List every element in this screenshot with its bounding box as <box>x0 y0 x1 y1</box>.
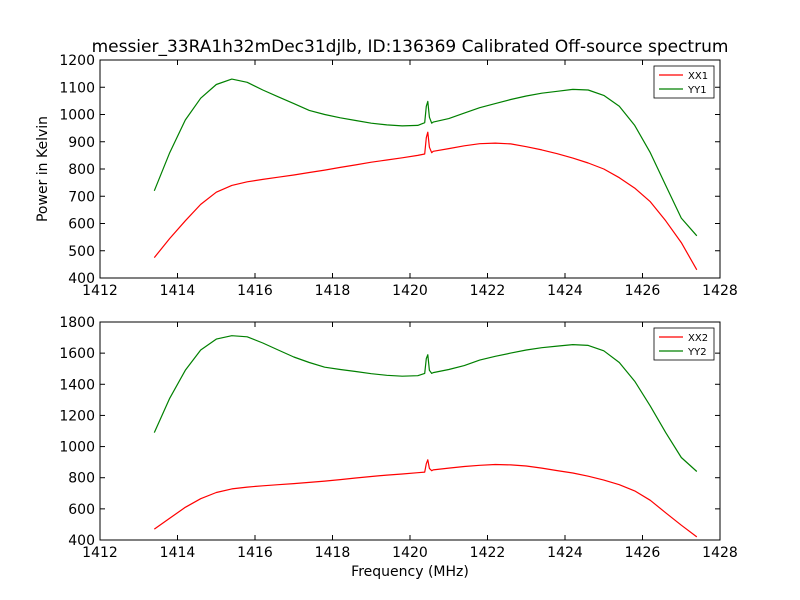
x-tick-label: 1426 <box>625 283 661 299</box>
series-line-xx1 <box>153 131 698 271</box>
legend-label-xx1: XX1 <box>688 71 708 82</box>
y-tick-label: 800 <box>68 471 95 487</box>
x-tick-label: 1414 <box>160 283 196 299</box>
legend-label-yy1: YY1 <box>687 85 707 96</box>
x-tick-label: 1414 <box>160 545 196 561</box>
x-tick-label: 1412 <box>82 283 118 299</box>
y-tick-label: 600 <box>68 217 95 233</box>
series-line-yy1 <box>153 78 698 237</box>
y-tick-label: 1000 <box>59 440 95 456</box>
x-tick-label: 1416 <box>237 283 273 299</box>
x-tick-label: 1420 <box>392 283 428 299</box>
x-tick-label: 1422 <box>470 283 506 299</box>
y-tick-label: 600 <box>68 502 95 518</box>
legend-box <box>653 65 715 99</box>
subplot-top: 1412 1414 1416 1418 1420 1422 1424 1426 1428 400 5… <box>59 53 737 299</box>
x-tick-label: 1426 <box>625 545 661 561</box>
y-tick-label: 1800 <box>59 315 95 331</box>
subplot-top-lines <box>153 78 698 271</box>
legend-label-yy2: YY2 <box>687 347 707 358</box>
subplot-top-ticks: 1412 1414 1416 1418 1420 1422 1424 1426 1428 400 5… <box>59 53 737 299</box>
subplot-bottom-frame <box>99 321 721 541</box>
x-tick-label: 1424 <box>547 283 583 299</box>
y-tick-label: 800 <box>68 162 95 178</box>
y-tick-label: 700 <box>68 189 95 205</box>
y-tick-label: 1100 <box>59 80 95 96</box>
x-tick-label: 1412 <box>82 545 118 561</box>
x-tick-label: 1418 <box>315 545 351 561</box>
y-tick-label: 500 <box>68 244 95 260</box>
series-line-xx2 <box>153 459 698 538</box>
x-tick-label: 1420 <box>392 545 428 561</box>
y-tick-label: 400 <box>68 533 95 549</box>
subplot-top-frame <box>99 59 721 279</box>
subplot-bottom-ticks: 1412 1414 1416 1418 1420 1422 1424 1426 1428 400 6… <box>59 315 737 561</box>
y-tick-label: 1200 <box>59 53 95 69</box>
y-tick-label: 1200 <box>59 408 95 424</box>
legend-label-xx2: XX2 <box>688 333 708 344</box>
subplot-bottom: 1412 1414 1416 1418 1420 1422 1424 1426 1428 400 6… <box>59 315 737 561</box>
x-tick-label: 1416 <box>237 545 273 561</box>
x-tick-label: 1428 <box>702 545 738 561</box>
y-tick-label: 900 <box>68 135 95 151</box>
figure-title: messier_33RA1h32mDec31djlb, ID:136369 Ca… <box>92 37 729 57</box>
x-tick-label: 1428 <box>702 283 738 299</box>
y-tick-label: 400 <box>68 271 95 287</box>
y-tick-label: 1600 <box>59 346 95 362</box>
y-tick-label: 1000 <box>59 108 95 124</box>
x-tick-label: 1418 <box>315 283 351 299</box>
series-line-yy2 <box>153 335 698 472</box>
x-tick-label: 1424 <box>547 545 583 561</box>
x-axis-label: Frequency (MHz) <box>351 564 469 580</box>
y-tick-label: 1400 <box>59 377 95 393</box>
subplot-bottom-lines <box>153 335 698 538</box>
x-tick-label: 1422 <box>470 545 506 561</box>
y-axis-label: Power in Kelvin <box>35 116 51 222</box>
legend-box <box>653 327 715 361</box>
